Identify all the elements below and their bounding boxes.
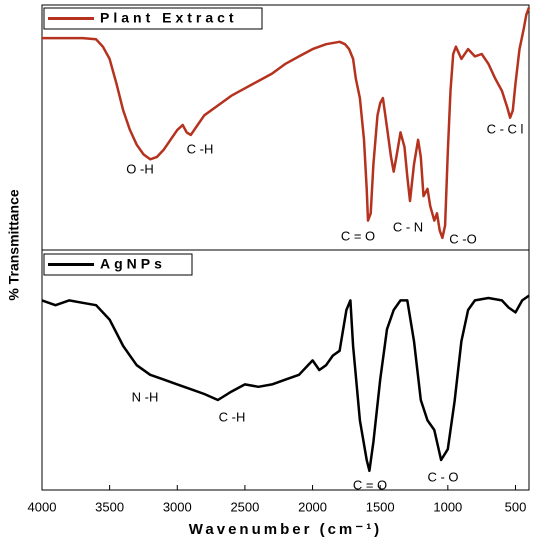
plot-frame — [41, 4, 530, 251]
x-tick-label: 1500 — [366, 499, 395, 514]
annotation: C - N — [393, 219, 423, 234]
annotation: C = O — [353, 477, 387, 492]
annotation: C -H — [219, 409, 246, 424]
annotation: O -H — [126, 161, 153, 176]
x-tick-label: 2500 — [230, 499, 259, 514]
annotation: C - C l — [487, 121, 524, 136]
x-tick-label: 1000 — [433, 499, 462, 514]
legend-box — [43, 7, 263, 30]
legend-label: Plant Extract — [100, 10, 238, 26]
annotation: C -O — [449, 231, 476, 246]
x-tick-label: 4000 — [28, 499, 57, 514]
x-tick-label: 500 — [505, 499, 527, 514]
annotation: C -H — [187, 141, 214, 156]
x-tick-label: 3500 — [95, 499, 124, 514]
legend-box — [43, 253, 193, 276]
legend-label: AgNPs — [100, 256, 166, 272]
y-axis-label: % Transmittance — [6, 189, 22, 300]
annotation: N -H — [132, 389, 159, 404]
annotation: C = O — [341, 228, 375, 243]
plot-frame — [41, 249, 530, 491]
x-tick-label: 2000 — [298, 499, 327, 514]
annotation: C - O — [427, 469, 458, 484]
x-tick-label: 3000 — [163, 499, 192, 514]
spectrum-line — [41, 294, 530, 473]
x-axis-label: Wavenumber (cm⁻¹) — [189, 521, 382, 538]
spectrum-line — [42, 6, 531, 240]
